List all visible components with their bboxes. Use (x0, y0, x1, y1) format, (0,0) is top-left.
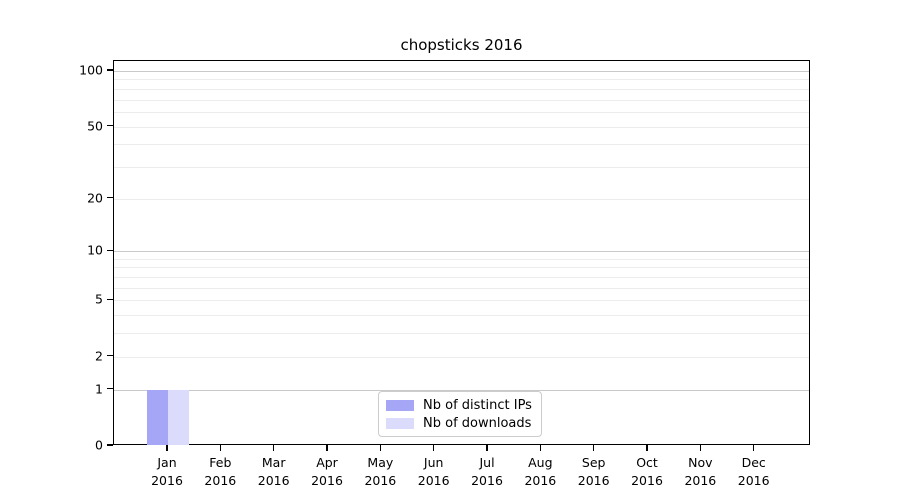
y-axis-tick (107, 355, 113, 357)
y-gridline-minor (114, 99, 809, 101)
y-axis-tick (107, 249, 113, 251)
y-gridline-minor (114, 287, 809, 289)
x-axis-tick (219, 445, 221, 451)
y-gridline-minor (114, 88, 809, 90)
y-gridline-minor (114, 277, 809, 279)
x-axis-tick (539, 445, 541, 451)
x-axis-tick-label: Nov 2016 (684, 455, 717, 488)
x-axis-tick (486, 445, 488, 451)
legend-label: Nb of distinct IPs (423, 397, 532, 413)
legend-item: Nb of distinct IPs (386, 398, 532, 413)
y-axis-tick (107, 444, 113, 446)
x-axis-tick (593, 445, 595, 451)
y-axis-tick (107, 197, 113, 199)
legend-swatch-downloads (386, 417, 414, 429)
y-gridline-major (114, 389, 809, 391)
y-axis-tick-label: 10 (87, 242, 103, 258)
y-gridline-minor (114, 111, 809, 113)
y-gridline-minor (114, 300, 809, 302)
x-axis-tick (699, 445, 701, 451)
x-axis-tick-label: Sep 2016 (577, 455, 610, 488)
x-axis-tick-label: Feb 2016 (204, 455, 237, 488)
plot-area (113, 60, 810, 445)
y-gridline-minor (114, 356, 809, 358)
y-gridline-minor (114, 258, 809, 260)
y-axis-tick (107, 388, 113, 390)
legend-swatch-distinct-ips (386, 399, 414, 411)
y-gridline-major (114, 251, 809, 253)
y-gridline-minor (114, 144, 809, 146)
legend: Nb of distinct IPs Nb of downloads (378, 391, 542, 437)
y-axis-tick-label: 5 (95, 291, 103, 307)
bar-distinct-ips (147, 389, 168, 445)
x-axis-tick-label: Apr 2016 (311, 455, 343, 488)
y-axis-tick-label: 100 (79, 62, 103, 78)
x-axis-tick-label: Jun 2016 (417, 455, 450, 488)
legend-label: Nb of downloads (423, 415, 532, 431)
x-axis-tick (166, 445, 168, 451)
x-axis-tick (273, 445, 275, 451)
y-gridline-minor (114, 315, 809, 317)
y-axis-tick-label: 50 (87, 118, 103, 134)
x-axis-tick (433, 445, 435, 451)
x-axis-tick-label: Jan 2016 (151, 455, 183, 488)
y-gridline-minor (114, 126, 809, 128)
y-axis-tick-label: 0 (95, 437, 103, 453)
y-gridline-major (114, 71, 809, 72)
y-gridline-minor (114, 333, 809, 335)
x-axis-tick-label: Oct 2016 (631, 455, 663, 488)
y-gridline-minor (114, 166, 809, 168)
x-axis-tick-label: Dec 2016 (737, 455, 770, 488)
y-axis-tick (107, 124, 113, 127)
x-axis-tick-label: May 2016 (364, 455, 397, 488)
x-axis-tick-label: Aug 2016 (524, 455, 557, 488)
x-axis-tick (379, 445, 381, 451)
bar-downloads (168, 389, 189, 445)
y-gridline-minor (114, 198, 809, 200)
y-axis-tick-label: 20 (87, 190, 103, 206)
y-axis-tick-label: 2 (95, 348, 103, 364)
y-gridline-minor (114, 267, 809, 269)
y-gridline-minor (114, 79, 809, 81)
y-axis-tick (107, 298, 113, 300)
chart-title: chopsticks 2016 (400, 36, 523, 54)
x-axis-tick-label: Jul 2016 (471, 455, 503, 488)
y-axis-tick (107, 69, 113, 71)
x-axis-tick (326, 445, 328, 451)
legend-item: Nb of downloads (386, 416, 532, 431)
x-axis-tick-label: Mar 2016 (257, 455, 290, 488)
y-axis-tick-label: 1 (95, 381, 103, 397)
x-axis-tick (646, 445, 648, 451)
x-axis-tick (753, 445, 755, 451)
